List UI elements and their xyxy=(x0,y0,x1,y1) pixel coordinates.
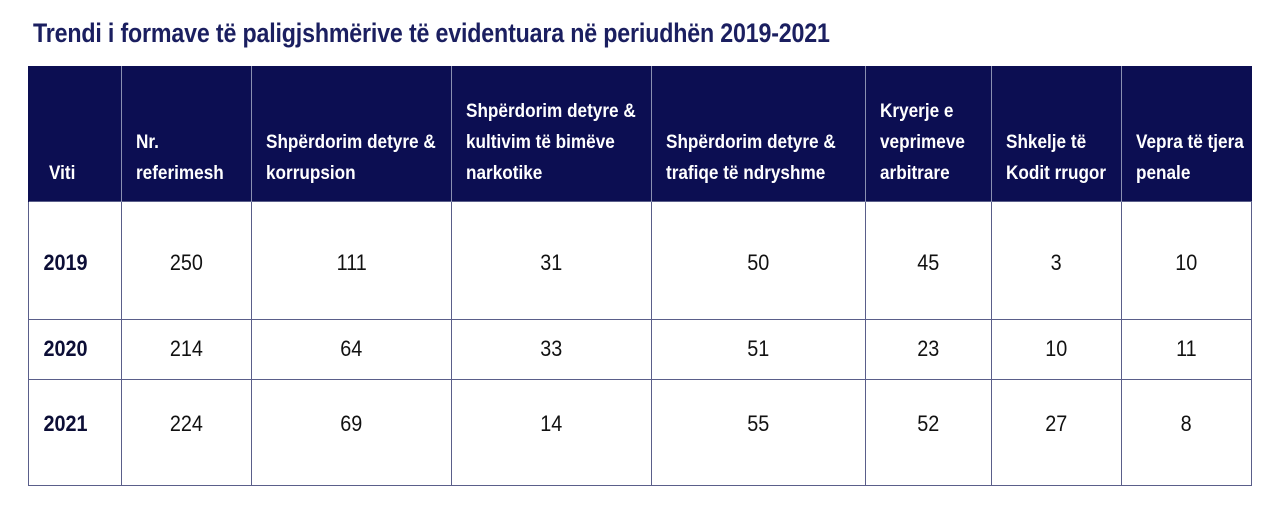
row-year: 2019 xyxy=(28,200,122,320)
table-cell: 69 xyxy=(251,378,452,486)
table-cell: 52 xyxy=(865,378,992,486)
row-year: 2021 xyxy=(28,378,122,486)
table-cell: 10 xyxy=(991,318,1122,380)
table-cell: 55 xyxy=(651,378,866,486)
header-corruption: Shpërdorim detyre & korrupsion xyxy=(251,66,452,201)
table-cell: 45 xyxy=(865,200,992,320)
header-narcotics: Shpërdorim detyre & kultivim të bimëve n… xyxy=(451,66,652,201)
table-cell: 23 xyxy=(865,318,992,380)
header-year: Viti xyxy=(28,66,122,201)
table-cell: 11 xyxy=(1121,318,1252,380)
row-year: 2020 xyxy=(28,318,122,380)
header-other-crimes: Vepra të tjera penale xyxy=(1121,66,1252,201)
header-traffic-code: Shkelje të Kodit rrugor xyxy=(991,66,1122,201)
table-cell: 111 xyxy=(251,200,452,320)
table-cell: 10 xyxy=(1121,200,1252,320)
table-cell: 64 xyxy=(251,318,452,380)
table-cell: 8 xyxy=(1121,378,1252,486)
table-row: 2021 224 69 14 55 52 27 8 xyxy=(28,378,1252,486)
table-cell: 224 xyxy=(121,378,252,486)
table-cell: 250 xyxy=(121,200,252,320)
table-header-row: Viti Nr. referimesh Shpërdorim detyre & … xyxy=(28,66,1252,201)
header-arbitrary-actions: Kryerje e veprimeve arbitrare xyxy=(865,66,992,201)
table-cell: 33 xyxy=(451,318,652,380)
table-row: 2020 214 64 33 51 23 10 11 xyxy=(28,318,1252,380)
header-trafficking: Shpërdorim detyre & trafiqe të ndryshme xyxy=(651,66,866,201)
data-table: Viti Nr. referimesh Shpërdorim detyre & … xyxy=(28,66,1252,486)
table-cell: 214 xyxy=(121,318,252,380)
table-row: 2019 250 111 31 50 45 3 10 xyxy=(28,200,1252,320)
table-cell: 51 xyxy=(651,318,866,380)
table-cell: 50 xyxy=(651,200,866,320)
table-cell: 14 xyxy=(451,378,652,486)
header-referrals: Nr. referimesh xyxy=(121,66,252,201)
table-cell: 3 xyxy=(991,200,1122,320)
page-title: Trendi i formave të paligjshmërive të ev… xyxy=(33,18,830,48)
table-cell: 27 xyxy=(991,378,1122,486)
table-cell: 31 xyxy=(451,200,652,320)
